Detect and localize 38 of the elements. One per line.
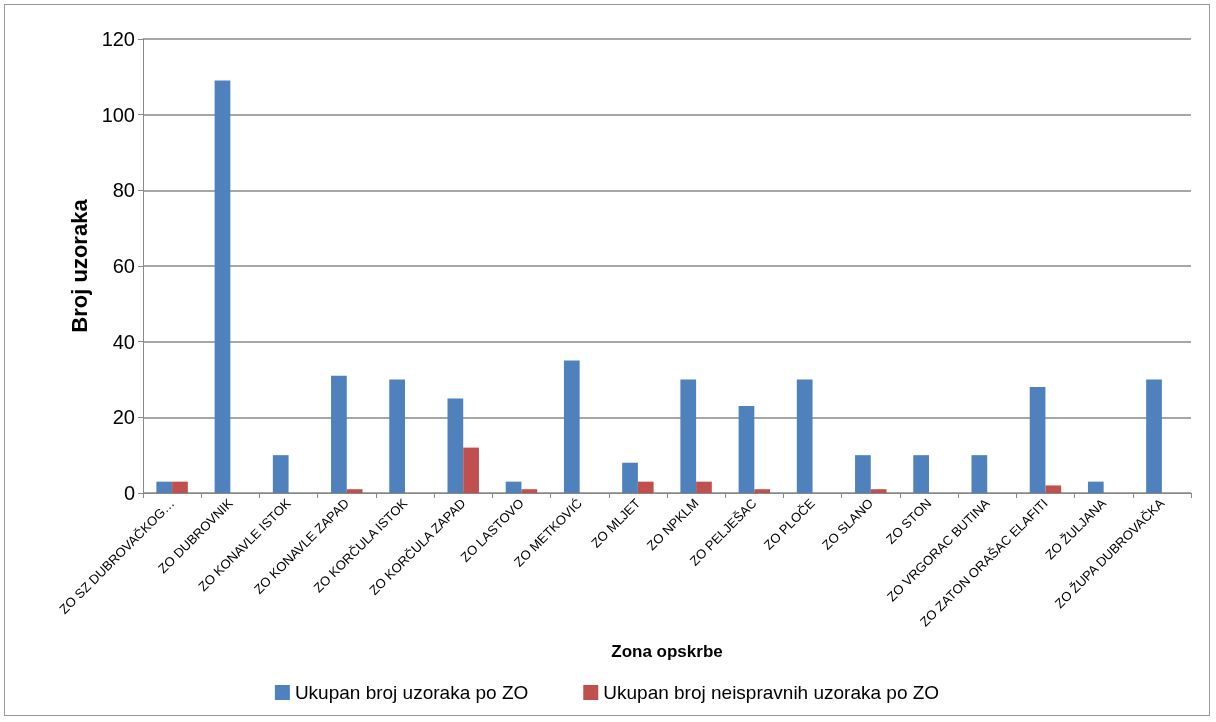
bar: [331, 375, 347, 493]
bar: [754, 489, 771, 493]
bar: [796, 379, 813, 493]
y-tick-label: 100: [101, 103, 135, 126]
y-tick-label: 80: [112, 179, 135, 202]
bar: [971, 455, 988, 493]
bar: [214, 80, 231, 493]
bar: [637, 481, 654, 493]
bar: [346, 489, 363, 493]
bar: [738, 405, 755, 493]
bar: [680, 379, 697, 493]
bar: [870, 489, 887, 493]
bar: [1029, 387, 1046, 493]
bar: [389, 379, 405, 493]
bar: [172, 481, 188, 493]
legend-label: Ukupan broj neispravnih uzoraka po ZO: [603, 682, 940, 703]
y-tick-label: 40: [112, 330, 135, 353]
bar: [855, 455, 871, 493]
y-tick-label: 20: [112, 406, 135, 429]
bar: [913, 455, 929, 493]
bar: [563, 360, 580, 493]
bar: [622, 462, 638, 493]
y-tick-label: 60: [112, 255, 135, 277]
legend-label: Ukupan broj uzoraka po ZO: [294, 682, 529, 703]
bar: [272, 455, 289, 493]
y-tick-label: 0: [123, 482, 135, 504]
bar: [447, 398, 464, 493]
bar: [463, 447, 479, 493]
x-axis-title: Zona opskrbe: [611, 642, 723, 661]
y-tick-label: 120: [101, 28, 135, 50]
bar: [1087, 481, 1104, 493]
bar: [521, 489, 538, 493]
bar: [696, 481, 712, 493]
y-axis-title: Broj uzoraka: [67, 198, 93, 333]
bar: [505, 481, 522, 493]
bar: [1045, 485, 1062, 493]
bar: [1146, 379, 1162, 493]
bar: [156, 481, 173, 493]
